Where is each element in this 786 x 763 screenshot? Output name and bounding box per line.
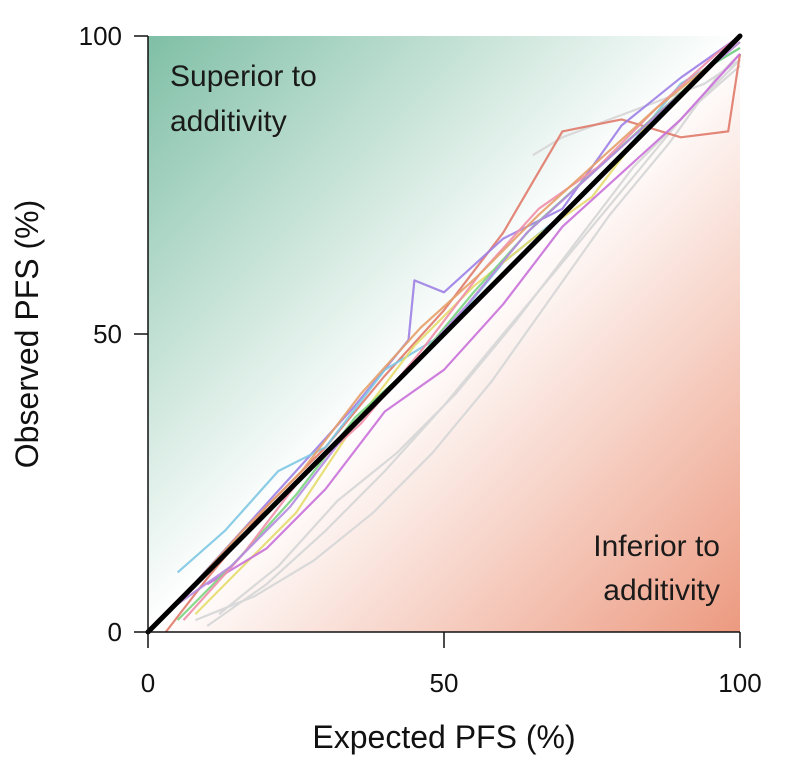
inferior-label-line-1: Inferior to bbox=[593, 530, 720, 563]
x-tick-label-100: 100 bbox=[718, 668, 761, 698]
y-tick-label-100: 100 bbox=[79, 21, 122, 51]
series-line-combo-1 bbox=[164, 53, 742, 633]
additivity-reference-line bbox=[145, 33, 743, 635]
x-tick-label-0: 0 bbox=[141, 668, 155, 698]
series-line-combo-11 bbox=[206, 59, 741, 627]
y-axis-title: Observed PFS (%) bbox=[9, 200, 45, 469]
series-line-combo-9 bbox=[182, 35, 741, 597]
series-line-combo-5 bbox=[206, 53, 741, 586]
series-line-combo-2 bbox=[176, 35, 741, 603]
series-line-combo-12 bbox=[218, 64, 741, 615]
x-tick-label-50: 50 bbox=[430, 668, 459, 698]
superior-label-line-2: additivity bbox=[170, 105, 287, 138]
superior-label-line-1: Superior to bbox=[170, 60, 317, 93]
axes: 0 50 100 0 50 100 Expected PFS (%) Obser… bbox=[9, 21, 762, 755]
x-axis-title: Expected PFS (%) bbox=[312, 719, 575, 755]
region-annotations: Superior to additivity Inferior to addit… bbox=[170, 60, 720, 607]
y-tick-label-50: 50 bbox=[93, 319, 122, 349]
inferior-label-line-2: additivity bbox=[603, 574, 720, 607]
series-line-combo-10 bbox=[194, 53, 741, 622]
series-line-combo-8 bbox=[171, 41, 741, 610]
y-tick-label-0: 0 bbox=[108, 617, 122, 647]
